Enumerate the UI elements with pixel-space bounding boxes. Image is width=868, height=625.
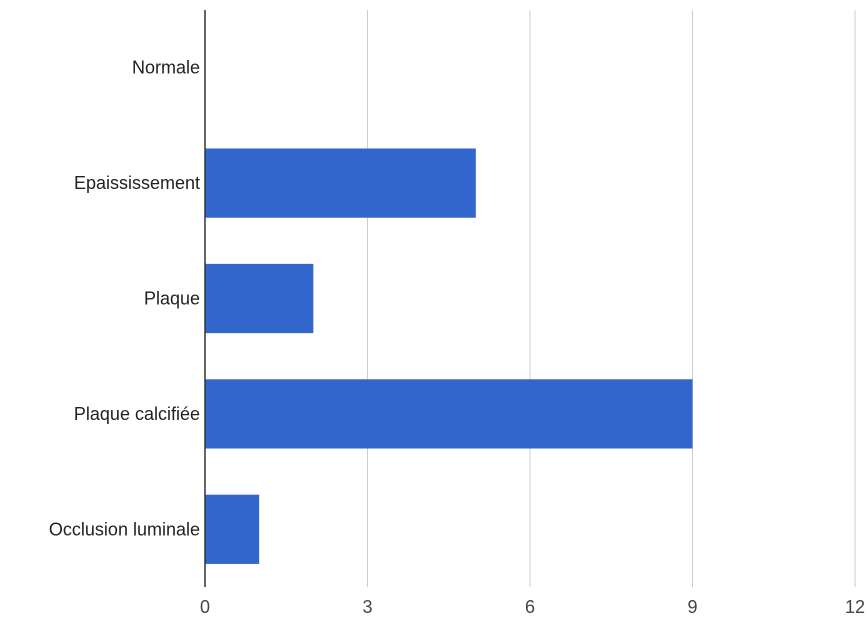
grid-lines xyxy=(367,10,856,587)
bar-4 xyxy=(205,494,260,564)
x-tick-label-0: 0 xyxy=(200,597,210,617)
bar-1 xyxy=(205,148,476,218)
category-label-0: Normale xyxy=(132,58,200,78)
category-label-1: Epaississement xyxy=(74,173,200,193)
x-tick-label-3: 9 xyxy=(687,597,697,617)
x-tick-label-2: 6 xyxy=(525,597,535,617)
x-tick-labels: 0 3 6 9 12 xyxy=(200,597,865,617)
category-label-3: Plaque calcifiée xyxy=(74,404,200,424)
x-tick-label-4: 12 xyxy=(845,597,865,617)
category-label-2: Plaque xyxy=(144,289,200,309)
bars xyxy=(205,148,693,564)
bar-3 xyxy=(205,379,693,449)
x-tick-label-1: 3 xyxy=(362,597,372,617)
category-label-4: Occlusion luminale xyxy=(49,519,200,539)
category-labels: Normale Epaississement Plaque Plaque calcif… xyxy=(49,58,200,540)
bar-2 xyxy=(205,263,314,334)
